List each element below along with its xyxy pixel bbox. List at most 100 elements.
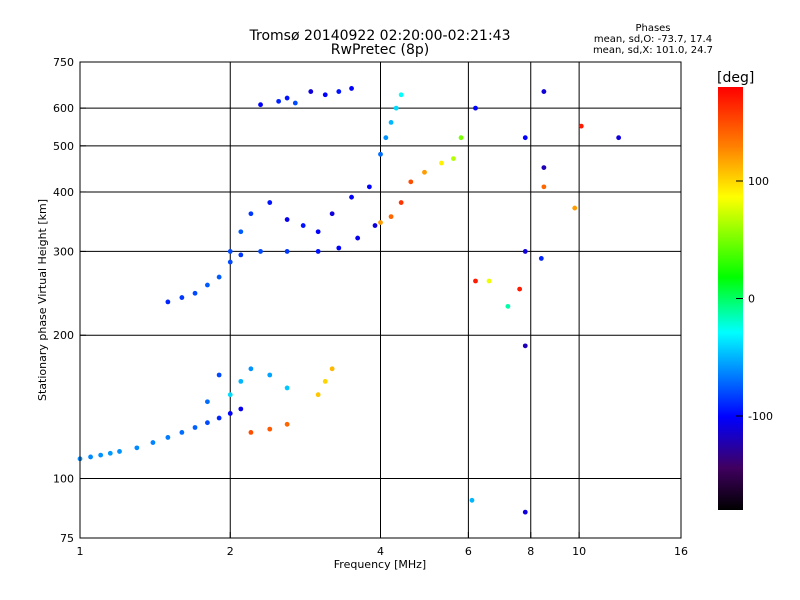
- data-point: [205, 420, 210, 426]
- data-point: [329, 211, 335, 217]
- data-point: [284, 421, 290, 427]
- data-point: [248, 430, 254, 435]
- data-point: [98, 452, 104, 458]
- data-point: [267, 426, 273, 432]
- data-point: [378, 151, 383, 157]
- data-point: [572, 205, 578, 211]
- data-point: [227, 392, 233, 398]
- data-point: [336, 89, 342, 94]
- data-point: [355, 235, 361, 241]
- data-point: [315, 229, 321, 235]
- data-point: [517, 286, 523, 292]
- data-point: [388, 119, 394, 125]
- data-point: [216, 372, 222, 378]
- data-point: [329, 366, 335, 372]
- data-point: [366, 184, 372, 190]
- y-tick-label: 600: [53, 102, 74, 115]
- data-point: [372, 223, 378, 228]
- data-point: [179, 430, 185, 435]
- colorbar-label: [deg]: [717, 70, 754, 86]
- data-point: [349, 86, 354, 91]
- y-axis-label: Stationary phase Virtual Height [km]: [36, 199, 49, 401]
- data-point: [315, 392, 321, 398]
- data-point: [349, 194, 354, 200]
- data-point: [522, 135, 528, 141]
- data-point: [165, 435, 171, 440]
- y-tick-label: 400: [53, 186, 74, 199]
- data-point: [165, 299, 171, 305]
- data-point: [238, 229, 244, 235]
- data-point: [522, 509, 528, 515]
- data-point: [284, 385, 290, 391]
- data-points: [77, 86, 622, 515]
- colorbar-ticks: 100 0 -100: [736, 175, 773, 423]
- data-point: [408, 179, 414, 185]
- data-point: [422, 169, 427, 175]
- data-point: [267, 372, 273, 378]
- data-point: [258, 102, 263, 108]
- data-point: [505, 303, 511, 309]
- data-point: [117, 449, 122, 454]
- data-point: [541, 184, 547, 190]
- data-point: [398, 200, 404, 205]
- data-point: [216, 274, 222, 280]
- x-tick-label: 10: [572, 545, 586, 558]
- x-tick-label: 8: [527, 545, 534, 558]
- stats-heading: Phases: [635, 23, 670, 34]
- data-point: [378, 220, 383, 225]
- data-point: [522, 249, 528, 254]
- x-tick-label: 4: [377, 545, 384, 558]
- data-point: [179, 295, 185, 300]
- x-axis-ticks: 1 2 4 6 8 10 16: [77, 532, 688, 558]
- stats-line-x: mean, sd,X: 101.0, 24.7: [593, 45, 713, 56]
- data-point: [284, 217, 290, 222]
- data-point: [439, 160, 444, 166]
- data-point: [541, 165, 547, 171]
- data-point: [150, 440, 156, 445]
- x-tick-label: 16: [674, 545, 688, 558]
- colorbar-tick-label: 100: [748, 175, 769, 188]
- data-point: [322, 92, 328, 98]
- x-tick-label: 1: [77, 545, 84, 558]
- data-point: [192, 290, 198, 296]
- data-point: [393, 105, 399, 111]
- data-point: [134, 445, 140, 451]
- data-point: [248, 211, 254, 217]
- y-tick-label: 200: [53, 329, 74, 342]
- data-point: [383, 135, 389, 141]
- y-tick-label: 300: [53, 245, 74, 258]
- data-point: [486, 278, 492, 284]
- data-point: [216, 415, 222, 421]
- chart-title: Tromsø 20140922 02:20:00-02:21:43: [249, 28, 511, 44]
- y-tick-label: 750: [53, 56, 74, 69]
- data-point: [192, 425, 198, 430]
- data-point: [227, 411, 233, 416]
- grid-lines: [80, 62, 681, 538]
- data-point: [238, 252, 244, 258]
- y-tick-label: 500: [53, 140, 74, 153]
- y-axis-ticks: 75 100 200 300 400 500 600 750: [53, 56, 86, 545]
- data-point: [267, 200, 273, 205]
- data-point: [308, 89, 314, 94]
- data-point: [284, 249, 290, 254]
- data-point: [522, 343, 528, 349]
- data-point: [227, 259, 233, 265]
- data-point: [473, 105, 478, 111]
- data-point: [292, 100, 298, 106]
- data-point: [458, 135, 464, 141]
- data-point: [258, 249, 263, 254]
- data-point: [238, 378, 244, 384]
- data-point: [538, 256, 544, 261]
- data-point: [578, 123, 584, 129]
- x-tick-label: 2: [227, 545, 234, 558]
- data-point: [276, 98, 282, 104]
- data-point: [398, 92, 404, 98]
- data-point: [315, 249, 321, 254]
- data-point: [284, 95, 290, 101]
- data-point: [238, 406, 244, 412]
- stats-line-o: mean, sd,O: -73.7, 17.4: [594, 34, 712, 45]
- chart-subtitle: RwPretec (8p): [331, 42, 429, 58]
- data-point: [107, 450, 113, 456]
- colorbar-tick-label: -100: [748, 410, 773, 423]
